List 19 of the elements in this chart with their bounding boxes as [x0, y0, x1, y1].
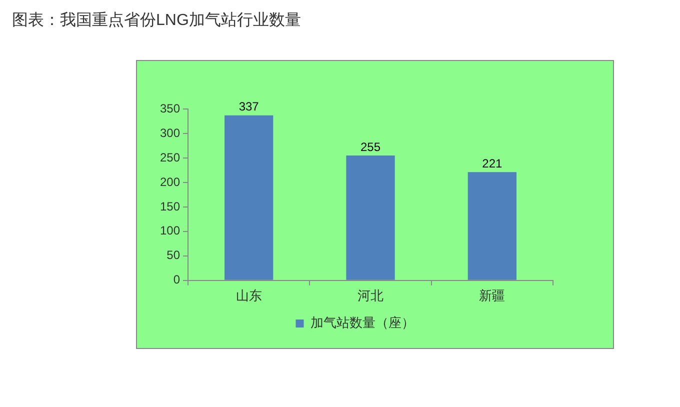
y-tick-label: 0 — [173, 272, 180, 287]
y-tick-label: 300 — [160, 126, 180, 140]
x-tick-label: 山东 — [236, 288, 262, 303]
legend-label: 加气站数量（座） — [310, 315, 414, 330]
y-tick-label: 200 — [160, 174, 180, 189]
data-label: 255 — [360, 140, 381, 154]
bar — [224, 115, 274, 280]
data-label: 221 — [482, 156, 502, 170]
bar — [346, 156, 395, 280]
bar — [468, 172, 516, 280]
chart-title: 图表：我国重点省份LNG加气站行业数量 — [12, 10, 301, 31]
x-tick-label: 新疆 — [479, 288, 506, 303]
x-tick-label: 河北 — [358, 288, 384, 303]
y-tick-label: 50 — [166, 248, 180, 262]
y-tick-label: 350 — [160, 101, 180, 116]
data-label: 337 — [238, 100, 260, 114]
y-tick-label: 150 — [160, 199, 180, 214]
y-tick-label: 250 — [160, 150, 180, 164]
y-tick-label: 100 — [160, 224, 180, 238]
